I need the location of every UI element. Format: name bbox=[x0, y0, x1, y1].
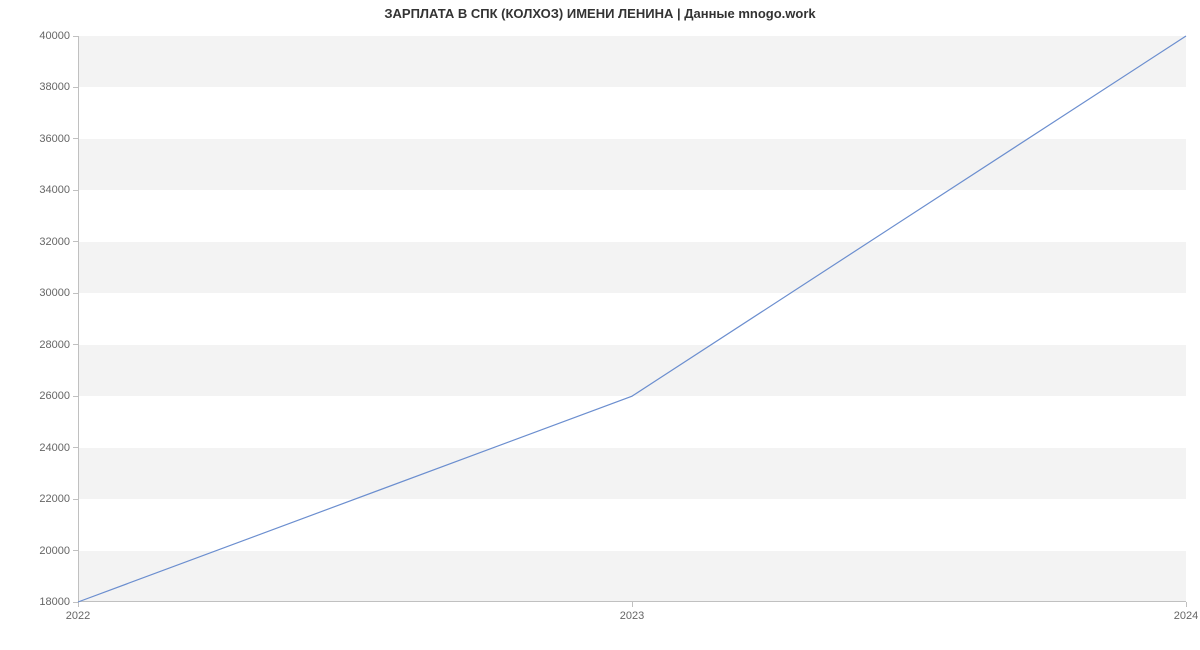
y-tick-label: 32000 bbox=[39, 236, 70, 248]
chart-container: ЗАРПЛАТА В СПК (КОЛХОЗ) ИМЕНИ ЛЕНИНА | Д… bbox=[0, 0, 1200, 650]
series-line bbox=[78, 36, 1186, 602]
y-tick-label: 38000 bbox=[39, 81, 70, 93]
y-tick-label: 40000 bbox=[39, 30, 70, 42]
x-tick-label: 2023 bbox=[620, 610, 644, 622]
y-tick-label: 20000 bbox=[39, 545, 70, 557]
x-tick bbox=[1186, 602, 1187, 607]
plot-area: 1800020000220002400026000280003000032000… bbox=[78, 36, 1186, 602]
y-tick-label: 24000 bbox=[39, 442, 70, 454]
y-tick-label: 28000 bbox=[39, 339, 70, 351]
y-tick-label: 26000 bbox=[39, 390, 70, 402]
x-tick bbox=[78, 602, 79, 607]
x-tick-label: 2022 bbox=[66, 610, 90, 622]
series-svg bbox=[78, 36, 1186, 602]
y-tick-label: 22000 bbox=[39, 493, 70, 505]
y-tick-label: 18000 bbox=[39, 596, 70, 608]
y-tick-label: 30000 bbox=[39, 287, 70, 299]
x-tick bbox=[632, 602, 633, 607]
y-tick-label: 36000 bbox=[39, 133, 70, 145]
chart-title: ЗАРПЛАТА В СПК (КОЛХОЗ) ИМЕНИ ЛЕНИНА | Д… bbox=[0, 6, 1200, 21]
x-tick-label: 2024 bbox=[1174, 610, 1198, 622]
y-tick-label: 34000 bbox=[39, 184, 70, 196]
